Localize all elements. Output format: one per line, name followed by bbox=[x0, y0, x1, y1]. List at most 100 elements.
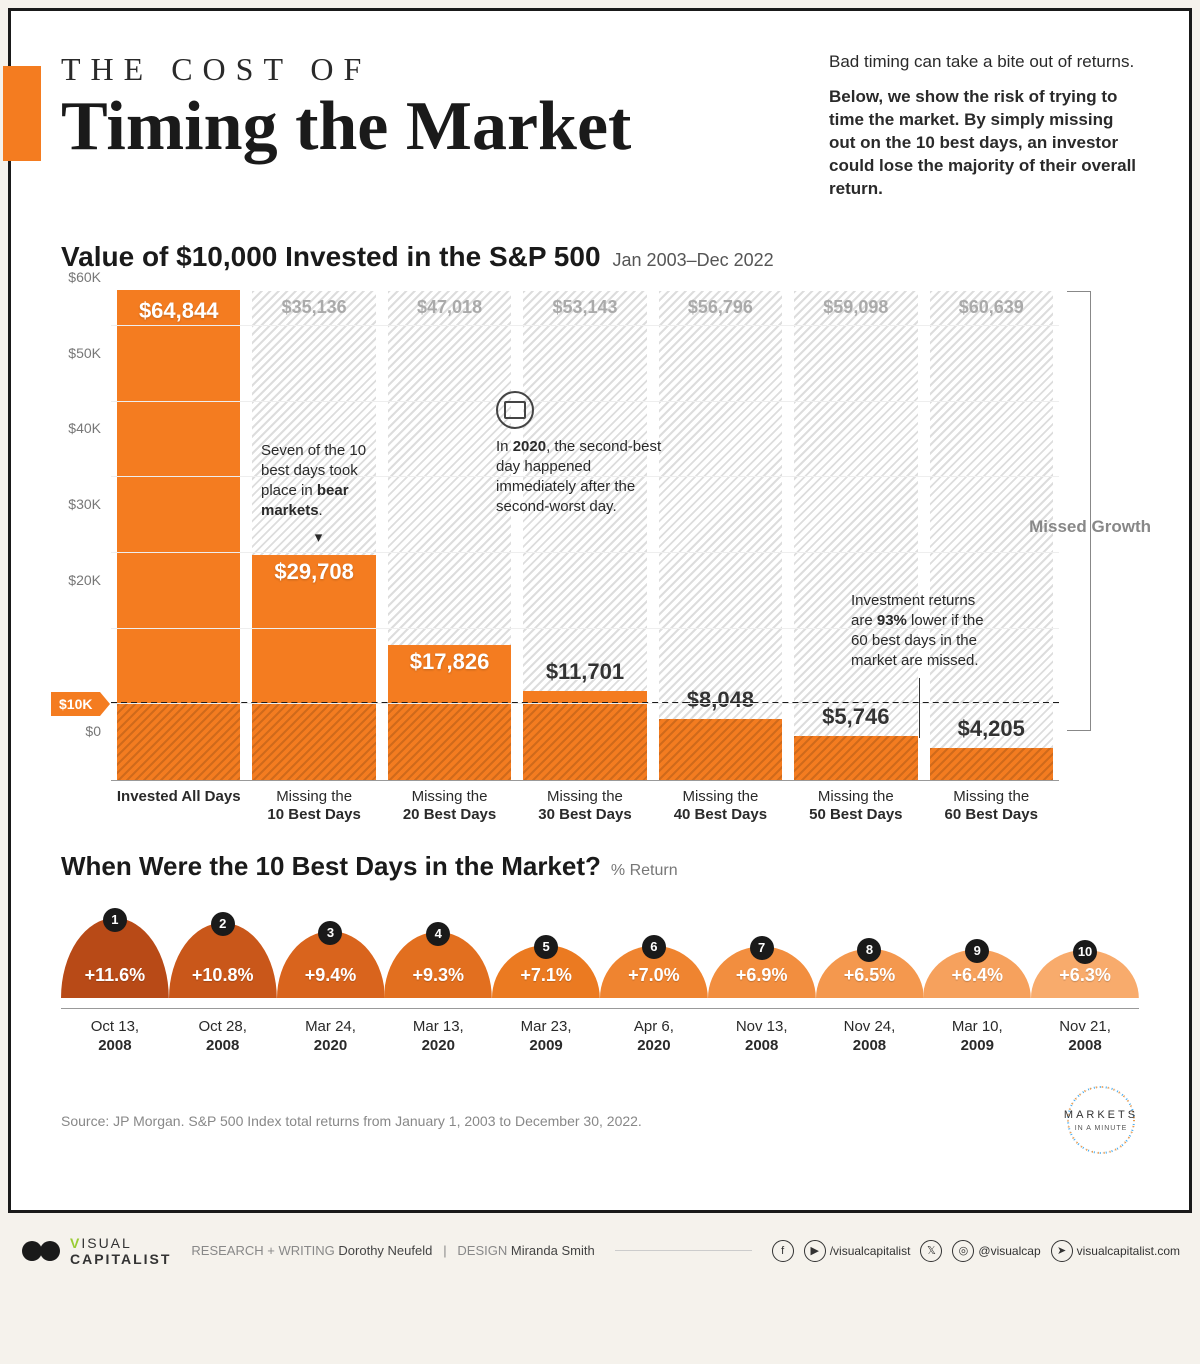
hump-pct-label: +6.3% bbox=[1031, 965, 1139, 986]
hump-pct-label: +10.8% bbox=[169, 965, 277, 986]
hump-rank-badge: 2 bbox=[211, 912, 235, 936]
bar-column: $47,018$17,826Missing the20 Best Days bbox=[382, 291, 517, 780]
humps-title-row: When Were the 10 Best Days in the Market… bbox=[11, 841, 1189, 888]
hump-pct-label: +6.9% bbox=[708, 965, 816, 986]
title-block: THE COST OF Timing the Market bbox=[61, 51, 789, 162]
hump-rank-badge: 10 bbox=[1073, 940, 1097, 964]
bar-chart: $0$20K$30K$40K$50K$60K $64,844Invested A… bbox=[51, 291, 1149, 831]
value-bar bbox=[930, 748, 1053, 780]
social-links: f ▶/visualcapitalist 𝕏 ◎@visualcap ➤visu… bbox=[772, 1240, 1180, 1262]
hump-date-label: Nov 21,2008 bbox=[1031, 1017, 1139, 1056]
missed-value-label: $56,796 bbox=[653, 297, 788, 318]
missed-growth-bracket bbox=[1067, 291, 1091, 731]
best-day-hump: 4+9.3% bbox=[384, 918, 492, 998]
baseline-tag: $10K bbox=[51, 692, 100, 716]
missed-growth-label: Missed Growth bbox=[1029, 517, 1151, 537]
pretitle: THE COST OF bbox=[61, 51, 789, 88]
svg-text:MARKETS: MARKETS bbox=[1064, 1109, 1138, 1121]
bar-column: $53,143$11,701Missing the30 Best Days bbox=[517, 291, 652, 780]
vc-wordmark: VISUAL CAPITALIST bbox=[70, 1235, 171, 1267]
hump-rank-badge: 5 bbox=[534, 935, 558, 959]
best-day-hump: 9+6.4% bbox=[923, 918, 1031, 998]
bar-x-label: Missing the50 Best Days bbox=[788, 780, 923, 826]
hump-rank-badge: 7 bbox=[750, 936, 774, 960]
hump-date-label: Oct 13,2008 bbox=[61, 1017, 169, 1056]
instagram-icon: ◎ bbox=[952, 1240, 974, 1262]
missed-value-label: $35,136 bbox=[246, 297, 381, 318]
hump-date-label: Mar 24,2020 bbox=[277, 1017, 385, 1056]
main-title: Timing the Market bbox=[61, 92, 789, 162]
hump-date-label: Nov 13,2008 bbox=[708, 1017, 816, 1056]
credits: RESEARCH + WRITING Dorothy Neufeld | DES… bbox=[191, 1243, 594, 1258]
hump-date-label: Mar 10,2009 bbox=[923, 1017, 1031, 1056]
social-web[interactable]: ➤visualcapitalist.com bbox=[1051, 1240, 1180, 1262]
hump-pct-label: +6.5% bbox=[816, 965, 924, 986]
chart-title: Value of $10,000 Invested in the S&P 500 bbox=[61, 241, 601, 273]
bar-value-label: $29,708 bbox=[246, 559, 381, 585]
annotation-2020: In 2020, the second-best day happened im… bbox=[496, 391, 671, 518]
calendar-icon bbox=[496, 391, 534, 429]
hump-rank-badge: 8 bbox=[857, 938, 881, 962]
missed-value-label: $53,143 bbox=[517, 297, 652, 318]
bar-value-label: $11,701 bbox=[517, 659, 652, 685]
bar-x-label: Missing the60 Best Days bbox=[924, 780, 1059, 826]
infographic-page: THE COST OF Timing the Market Bad timing… bbox=[8, 8, 1192, 1213]
best-day-hump: 10+6.3% bbox=[1031, 918, 1139, 998]
social-instagram[interactable]: ◎@visualcap bbox=[952, 1240, 1040, 1262]
hump-rank-badge: 3 bbox=[318, 921, 342, 945]
hump-dates-row: Oct 13,2008Oct 28,2008Mar 24,2020Mar 13,… bbox=[11, 1009, 1189, 1066]
bar-column: $64,844Invested All Days bbox=[111, 291, 246, 780]
missed-value-label: $59,098 bbox=[788, 297, 923, 318]
missed-value-label: $47,018 bbox=[382, 297, 517, 318]
chart-dates: Jan 2003–Dec 2022 bbox=[613, 250, 774, 271]
cursor-icon: ➤ bbox=[1051, 1240, 1073, 1262]
svg-text:IN A MINUTE: IN A MINUTE bbox=[1075, 1125, 1128, 1132]
hump-date-label: Nov 24,2008 bbox=[816, 1017, 924, 1056]
humps-chart: 1 +11.6% 2 +10.8% 3 +9.4%4+9.3% 5 +7.1% 6 +7.0% 7 +… bbox=[11, 888, 1189, 1008]
missed-growth-region bbox=[659, 291, 782, 719]
value-bar bbox=[523, 691, 646, 779]
markets-minute-logo: MARKETS IN A MINUTE bbox=[1063, 1082, 1139, 1160]
best-day-hump: 7 +6.9% bbox=[708, 918, 816, 998]
hump-rank-badge: 9 bbox=[965, 939, 989, 963]
hump-pct-label: +9.4% bbox=[277, 965, 385, 986]
social-facebook[interactable]: f bbox=[772, 1240, 794, 1262]
intro-lead: Bad timing can take a bite out of return… bbox=[829, 51, 1139, 74]
missed-growth-region bbox=[388, 291, 511, 645]
twitter-icon: 𝕏 bbox=[920, 1240, 942, 1262]
y-tick: $50K bbox=[68, 345, 101, 361]
hump-rank-badge: 1 bbox=[103, 908, 127, 932]
social-youtube[interactable]: ▶/visualcapitalist bbox=[804, 1240, 911, 1262]
bar-value-label: $8,048 bbox=[653, 687, 788, 713]
hump-pct-label: +11.6% bbox=[61, 965, 169, 986]
bar-value-label: $17,826 bbox=[382, 649, 517, 675]
footer-divider bbox=[615, 1250, 752, 1251]
missed-value-label: $60,639 bbox=[924, 297, 1059, 318]
bar-column: $56,796$8,048Missing the40 Best Days bbox=[653, 291, 788, 780]
bar-value-label: $64,844 bbox=[111, 298, 246, 324]
annotation-93pct: Investment returns are 93% lower if the … bbox=[851, 591, 986, 712]
bar-x-label: Missing the30 Best Days bbox=[517, 780, 652, 826]
bar-x-label: Missing the40 Best Days bbox=[653, 780, 788, 826]
best-day-hump: 6 +7.0% bbox=[600, 918, 708, 998]
best-day-hump: 3 +9.4% bbox=[277, 918, 385, 998]
hump-pct-label: +7.0% bbox=[600, 965, 708, 986]
hump-rank-badge: 6 bbox=[642, 935, 666, 959]
value-bar bbox=[794, 736, 917, 779]
y-tick: $30K bbox=[68, 496, 101, 512]
y-tick: $40K bbox=[68, 420, 101, 436]
humps-subtitle: % Return bbox=[611, 862, 678, 880]
annotation-bear-markets: Seven of the 10 best days took place in … bbox=[261, 441, 376, 548]
bar-x-label: Invested All Days bbox=[111, 780, 246, 807]
hump-pct-label: +9.3% bbox=[384, 965, 492, 986]
social-twitter[interactable]: 𝕏 bbox=[920, 1240, 942, 1262]
intro-body: Below, we show the risk of trying to tim… bbox=[829, 86, 1139, 201]
hump-pct-label: +6.4% bbox=[923, 965, 1031, 986]
humps-title: When Were the 10 Best Days in the Market… bbox=[61, 851, 601, 882]
bar-value-label: $4,205 bbox=[924, 716, 1059, 742]
hump-date-label: Oct 28,2008 bbox=[169, 1017, 277, 1056]
hump-pct-label: +7.1% bbox=[492, 965, 600, 986]
best-day-hump: 5 +7.1% bbox=[492, 918, 600, 998]
value-bar bbox=[252, 555, 375, 779]
value-bar bbox=[117, 290, 240, 780]
